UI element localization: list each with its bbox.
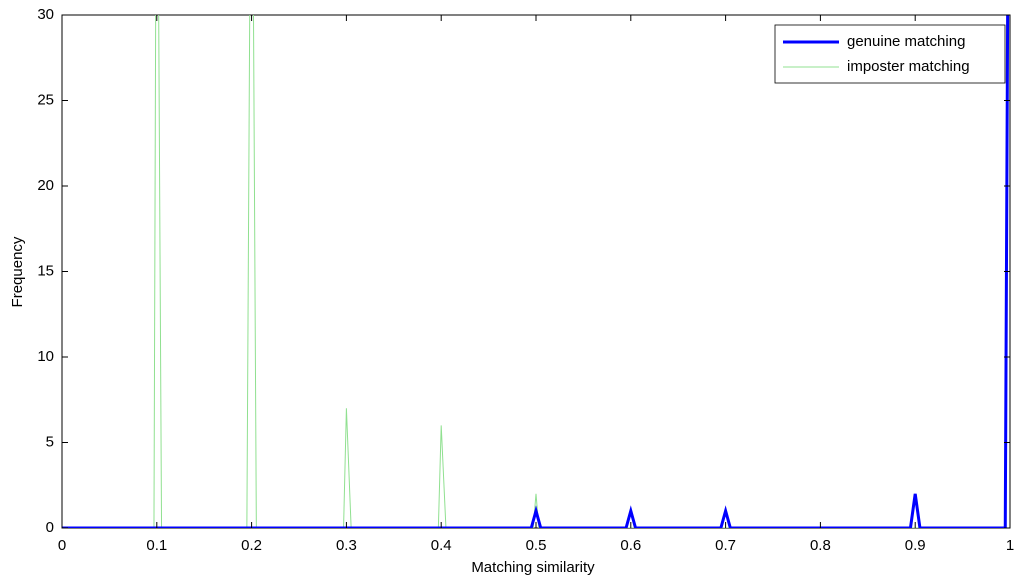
y-tick-label: 20 xyxy=(37,177,54,194)
plot-area xyxy=(62,15,1010,528)
y-tick-label: 25 xyxy=(37,91,54,108)
plot-frame xyxy=(61,14,1011,529)
y-tick-label: 15 xyxy=(37,262,54,279)
series-line xyxy=(62,15,1010,528)
y-tick-label: 5 xyxy=(46,433,54,450)
x-tick-label: 0.2 xyxy=(241,537,262,554)
y-axis-label: Frequency xyxy=(9,236,26,307)
legend-label: genuine matching xyxy=(847,33,965,50)
x-tick-label: 0.4 xyxy=(431,537,452,554)
x-axis-label: Matching similarity xyxy=(471,559,595,576)
x-tick-label: 0.8 xyxy=(810,537,831,554)
y-tick-label: 10 xyxy=(37,348,54,365)
legend-box xyxy=(774,24,1006,84)
x-tick-label: 0.6 xyxy=(620,537,641,554)
x-tick-label: 0.7 xyxy=(715,537,736,554)
x-tick-label: 1 xyxy=(1006,537,1014,554)
x-tick-label: 0.1 xyxy=(146,537,167,554)
x-tick-label: 0.9 xyxy=(905,537,926,554)
x-tick-label: 0.3 xyxy=(336,537,357,554)
y-tick-label: 30 xyxy=(37,6,54,23)
x-tick-label: 0.5 xyxy=(526,537,547,554)
x-tick-label: 0 xyxy=(58,537,66,554)
y-tick-label: 0 xyxy=(46,519,54,536)
legend-label: imposter matching xyxy=(847,58,970,75)
